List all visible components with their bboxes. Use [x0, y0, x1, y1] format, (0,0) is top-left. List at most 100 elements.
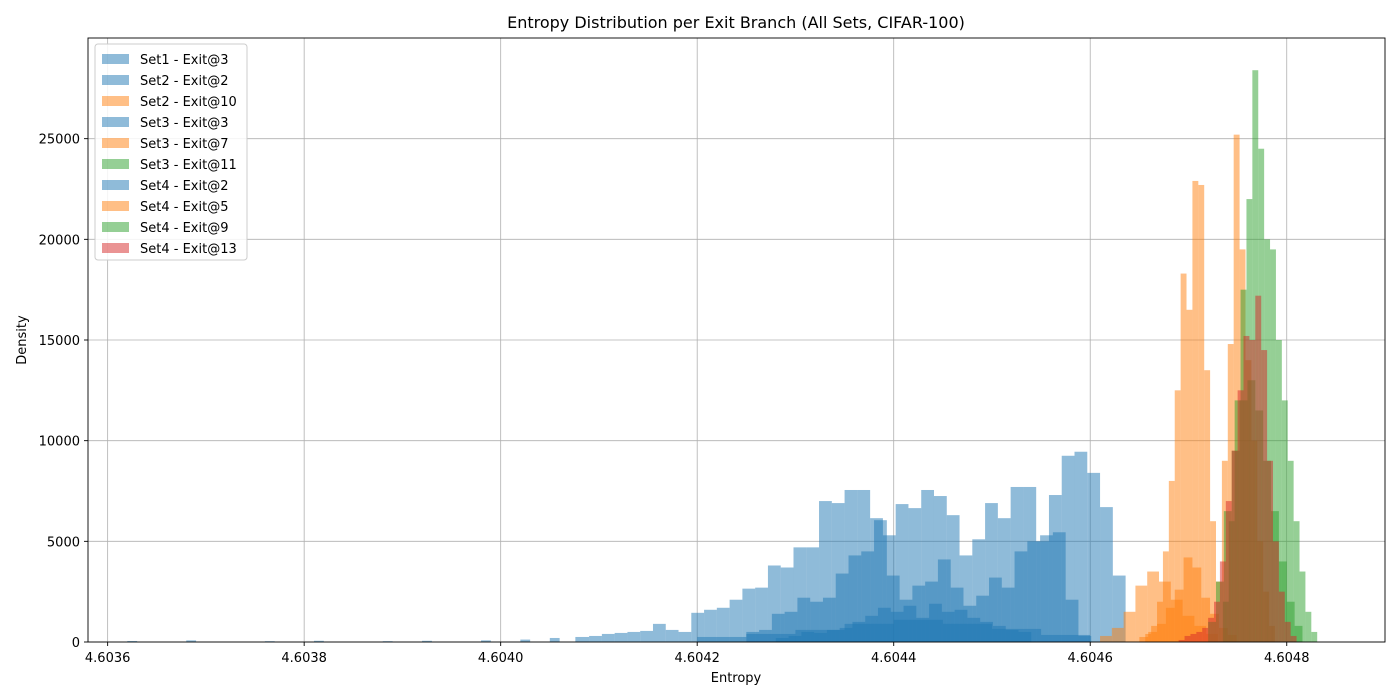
x-tick-label: 4.6044	[871, 651, 917, 666]
chart-title: Entropy Distribution per Exit Branch (Al…	[507, 13, 965, 32]
histogram-bar	[1040, 535, 1053, 642]
histogram-bar	[481, 640, 491, 642]
y-tick-label: 0	[72, 636, 80, 651]
histogram-bar	[1249, 340, 1256, 642]
legend-label: Set4 - Exit@5	[140, 200, 228, 215]
legend-swatch	[102, 96, 129, 106]
histogram-bar	[1275, 340, 1282, 642]
histogram-bar	[1237, 390, 1244, 642]
legend: Set1 - Exit@3 Set2 - Exit@2 Set2 - Exit@10…	[94, 43, 248, 261]
x-tick-label: 4.6038	[281, 651, 327, 666]
histogram-bar	[1287, 460, 1294, 642]
histogram-bar	[1174, 390, 1181, 642]
y-axis-label: Density	[15, 315, 30, 365]
legend-box	[94, 43, 248, 261]
histogram-bar	[1168, 480, 1175, 642]
histogram-bar	[844, 623, 894, 642]
histogram-bar	[186, 640, 197, 642]
histogram-bar	[1041, 634, 1091, 642]
histogram-bar	[1267, 460, 1273, 642]
histogram-bar	[848, 555, 862, 642]
histogram-bar	[1278, 591, 1285, 642]
legend-swatch	[102, 159, 129, 169]
legend-swatch	[102, 117, 129, 127]
histogram-bar	[1178, 639, 1185, 642]
histogram-bar	[1290, 635, 1297, 642]
histogram-bar	[1170, 599, 1183, 642]
histogram-bar	[691, 612, 705, 642]
legend-label: Set3 - Exit@11	[140, 158, 237, 173]
legend-swatch	[102, 180, 129, 190]
histogram-bar	[575, 636, 590, 642]
histogram-bar	[1272, 541, 1279, 642]
histogram-bar	[1270, 249, 1276, 642]
histogram-bar	[1182, 615, 1195, 642]
plot-area: 4.6036 4.6038 4.6040 4.6042 4.6044 4.6046 4.60…	[39, 37, 1386, 666]
histogram-bar	[1293, 521, 1300, 642]
legend-label: Set2 - Exit@2	[140, 74, 228, 89]
legend-swatch	[102, 138, 129, 148]
x-tick-label: 4.6046	[1067, 651, 1113, 666]
histogram-bar	[1204, 370, 1211, 642]
histogram-bar	[627, 631, 641, 642]
legend-swatch	[102, 54, 129, 64]
histogram-bar	[1180, 273, 1187, 642]
histogram-bar	[893, 619, 943, 642]
histogram-bar	[127, 640, 138, 642]
histogram-bar	[1186, 309, 1193, 642]
series-group	[746, 520, 1092, 642]
histogram-bar	[1261, 350, 1268, 642]
histogram-bar	[1210, 521, 1216, 642]
histogram-bar	[1294, 625, 1303, 642]
histogram-bar	[1284, 621, 1291, 642]
histogram-bar	[1190, 633, 1197, 642]
histogram-bar	[1014, 551, 1028, 642]
histogram-bar	[1184, 635, 1191, 642]
legend-swatch	[102, 222, 129, 232]
histogram-bar	[1227, 344, 1234, 642]
legend-label: Set1 - Exit@3	[140, 53, 228, 68]
histogram-bar	[1052, 532, 1066, 642]
histogram-bar	[1074, 451, 1088, 642]
histogram-bar	[1214, 601, 1220, 642]
x-tick-label: 4.6036	[85, 651, 131, 666]
histogram-bar	[665, 629, 679, 642]
y-tick-label: 25000	[39, 133, 80, 148]
histogram-bar	[1001, 587, 1015, 642]
histogram-bar	[795, 629, 845, 642]
legend-label: Set4 - Exit@2	[140, 179, 228, 194]
histogram-bar	[1100, 635, 1112, 642]
histogram-bar	[1243, 335, 1250, 642]
histogram-bar	[614, 632, 628, 642]
histogram-bar	[755, 587, 768, 642]
histogram-bar	[313, 640, 324, 642]
histogram-bar	[1196, 631, 1203, 642]
histogram-bar	[742, 588, 756, 642]
y-tick-label: 15000	[39, 334, 80, 349]
histogram-bar	[729, 599, 743, 642]
legend-label: Set3 - Exit@7	[140, 137, 228, 152]
histogram-bar	[1135, 585, 1148, 642]
histogram-bar	[697, 636, 747, 642]
histogram-bar	[1311, 631, 1318, 642]
histogram-bar	[1231, 450, 1238, 642]
histogram-bar	[589, 635, 602, 642]
legend-label: Set2 - Exit@10	[140, 95, 237, 110]
histogram-bar	[942, 623, 992, 642]
series-group	[697, 619, 1091, 642]
histogram-bar	[1192, 180, 1199, 643]
histogram-bar	[1225, 501, 1232, 642]
histogram-bar	[422, 640, 432, 642]
histogram-bar	[1198, 184, 1205, 642]
histogram-bar	[1147, 571, 1160, 642]
histogram-bar	[861, 551, 875, 642]
histogram-bar	[716, 607, 730, 642]
histogram-bar	[652, 623, 666, 642]
histogram-bar	[1281, 400, 1288, 642]
y-tick-label: 5000	[47, 535, 80, 550]
histogram-bar	[640, 630, 653, 642]
histogram-bar	[520, 639, 531, 642]
histogram-bar	[1208, 617, 1215, 642]
y-tick-label: 20000	[39, 233, 80, 248]
histogram-bar	[1233, 134, 1240, 642]
